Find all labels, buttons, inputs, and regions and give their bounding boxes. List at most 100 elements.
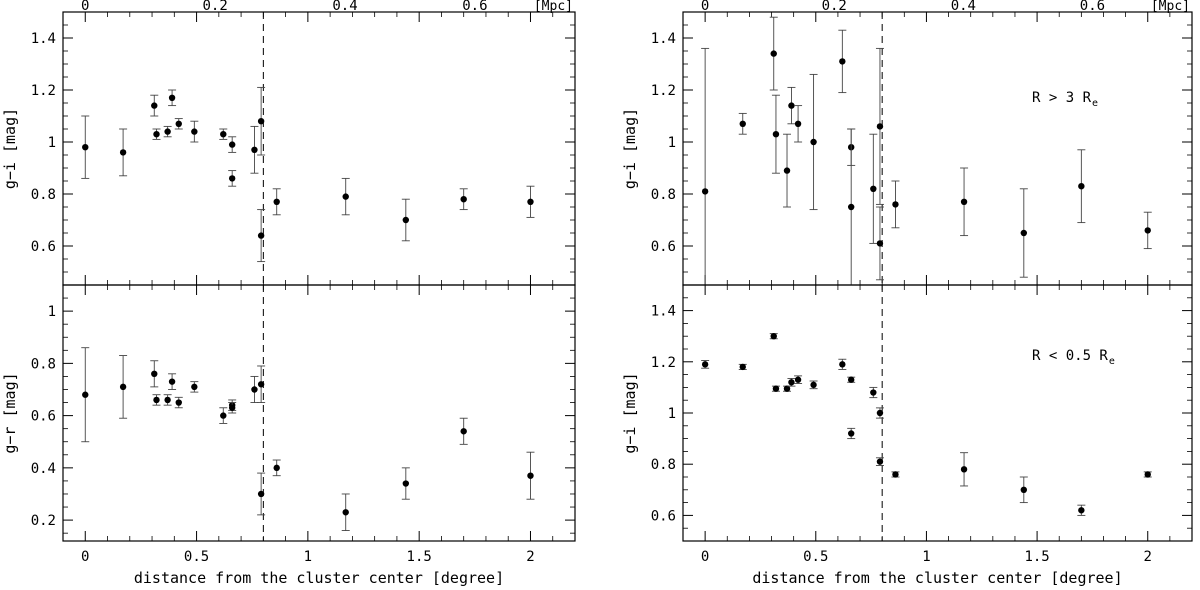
left-bottom-x-tick-label: 1.5 — [407, 549, 432, 565]
left-bottom-data-point — [220, 412, 227, 419]
right-bottom-x-tick-label: 0 — [701, 549, 709, 565]
left-bottom-x-tick-label: 1 — [304, 549, 312, 565]
left-top-data-point — [82, 144, 89, 151]
left-top-top-tick-label: 0 — [81, 0, 89, 14]
left-top-data-point — [402, 216, 410, 224]
left-top-data-point — [153, 131, 160, 138]
left-top-y-tick-label: 1.2 — [31, 83, 56, 99]
left-bottom-y-tick-label: 0.6 — [31, 409, 56, 425]
right-top-data-point — [701, 188, 709, 195]
right-bottom-data-point — [847, 430, 855, 437]
right-top-top-tick-label: 0.2 — [822, 0, 847, 14]
right-bottom-annotation-subscript: e — [1109, 356, 1115, 367]
left-bottom-y-tick-label: 0.2 — [31, 513, 56, 529]
left-bottom-data-point — [228, 404, 236, 411]
left-top-y-tick-label: 0.8 — [31, 187, 56, 203]
right-bottom-y-tick-label: 1.2 — [651, 355, 676, 371]
left-top-y-axis-label: g−i [mag] — [1, 108, 19, 189]
right-top-annotation: R > 3 R — [1032, 90, 1092, 106]
right-top-data-point — [1020, 229, 1028, 237]
left-top-frame — [62, 11, 576, 286]
right-bottom-data-point — [794, 376, 802, 383]
left-bottom-data-point — [402, 480, 410, 487]
right-top-data-point — [788, 102, 795, 109]
left-bottom-data-point — [273, 464, 280, 472]
right-top-y-tick-label: 1 — [668, 135, 676, 151]
left-bottom-data-point — [82, 391, 89, 398]
right-top-data-point — [960, 198, 968, 205]
right-bottom-data-point — [870, 389, 877, 396]
right-bottom-y-axis-label: g−i [mag] — [621, 372, 639, 453]
left-bottom-data-point — [342, 509, 349, 516]
left-top-data-point — [164, 128, 171, 135]
right-bottom-data-point — [788, 379, 795, 386]
right-bottom-data-point — [839, 361, 846, 368]
right-top-y-tick-label: 0.6 — [651, 239, 676, 255]
left-top-data-point — [527, 198, 534, 205]
left-top-data-point — [257, 118, 265, 125]
right-top-data-point — [783, 167, 791, 174]
right-bottom-x-tick-label: 2 — [1144, 549, 1152, 565]
right-bottom-data-point — [739, 363, 746, 371]
left-top-data-point — [220, 131, 227, 138]
right-bottom-x-tick-label: 0.5 — [803, 549, 828, 565]
left-bottom-x-axis-label: distance from the cluster center [degree… — [134, 569, 504, 587]
left-top-data-point — [119, 149, 127, 156]
left-bottom-x-tick-label: 0.5 — [184, 549, 209, 565]
right-top-y-tick-label: 1.4 — [651, 31, 676, 47]
right-bottom-frame — [682, 284, 1193, 542]
right-bottom-y-tick-label: 0.6 — [651, 508, 676, 524]
left-top-top-tick-label: 0.6 — [462, 0, 487, 14]
left-top-data-point — [228, 141, 236, 148]
right-top-data-point — [876, 240, 884, 247]
right-top-top-tick-label: 0.6 — [1080, 0, 1105, 14]
right-bottom-y-tick-label: 1.4 — [651, 304, 676, 320]
left-bottom-data-point — [151, 370, 158, 378]
left-bottom-data-point — [257, 490, 265, 498]
left-bottom-y-tick-label: 1 — [48, 304, 56, 320]
right-top-data-point — [892, 201, 899, 208]
left-top-data-point — [175, 120, 182, 128]
left-top-y-tick-label: 1 — [48, 135, 56, 151]
right-top-y-tick-label: 1.2 — [651, 83, 676, 99]
left-bottom-data-point — [175, 399, 182, 406]
right-bottom-x-tick-label: 1 — [922, 549, 930, 565]
left-bottom-frame — [62, 284, 576, 542]
left-bottom-x-tick-label: 2 — [526, 549, 534, 565]
left-top-data-point — [273, 198, 280, 205]
right-bottom-annotation: R < 0.5 R — [1032, 348, 1108, 364]
left-top-data-point — [460, 196, 467, 203]
right-bottom-data-point — [847, 376, 855, 383]
left-bottom-data-point — [119, 383, 127, 391]
left-bottom-data-point — [164, 396, 171, 404]
right-top-annotation-subscript: e — [1092, 98, 1098, 109]
left-bottom-data-point — [168, 378, 176, 385]
left-top-data-point — [257, 232, 265, 239]
right-top-y-tick-label: 0.8 — [651, 187, 676, 203]
right-bottom-data-point — [772, 385, 780, 392]
right-bottom-x-tick-label: 1.5 — [1024, 549, 1049, 565]
right-bottom-data-point — [1144, 471, 1151, 478]
left-top-data-point — [191, 128, 198, 135]
right-top-top-tick-label: 0.4 — [951, 0, 976, 14]
right-bottom-data-point — [1078, 507, 1085, 514]
left-bottom-data-point — [527, 472, 534, 479]
left-bottom-y-tick-label: 0.4 — [31, 461, 56, 477]
right-bottom-y-tick-label: 1 — [668, 406, 676, 422]
left-top-top-axis-unit: [Mpc] — [534, 0, 573, 14]
right-top-data-point — [739, 120, 746, 128]
left-bottom-y-axis-label: g−r [mag] — [1, 372, 19, 453]
right-top-data-point — [839, 58, 846, 65]
right-top-frame — [682, 11, 1193, 286]
right-bottom-data-point — [810, 381, 817, 389]
right-bottom-data-point — [892, 471, 899, 478]
right-bottom-data-point — [770, 333, 777, 340]
right-top-data-point — [810, 138, 817, 146]
right-bottom-data-point — [960, 466, 968, 473]
left-bottom-data-point — [191, 383, 198, 391]
left-top-data-point — [251, 146, 258, 153]
right-top-data-point — [876, 123, 884, 130]
right-bottom-y-tick-label: 0.8 — [651, 457, 676, 473]
left-bottom-y-tick-label: 0.8 — [31, 356, 56, 372]
left-bottom-data-point — [153, 396, 160, 404]
